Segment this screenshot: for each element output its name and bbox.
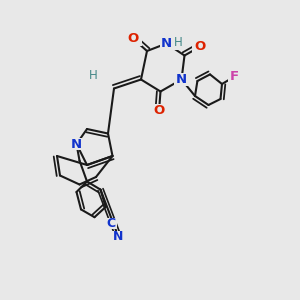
Text: N: N — [113, 230, 124, 244]
Bar — [105, 218, 117, 229]
Bar — [174, 73, 189, 86]
Text: H: H — [88, 69, 98, 82]
Bar — [151, 104, 167, 118]
Bar — [112, 231, 125, 243]
Text: H: H — [173, 36, 182, 49]
Text: C: C — [106, 217, 116, 230]
Text: N: N — [161, 37, 172, 50]
Text: O: O — [128, 32, 139, 46]
Bar — [192, 40, 208, 53]
Text: F: F — [230, 70, 239, 83]
Bar — [69, 138, 84, 150]
Text: O: O — [153, 104, 165, 118]
Bar — [87, 70, 99, 81]
Bar — [160, 37, 184, 50]
Bar — [228, 71, 241, 82]
Text: O: O — [195, 40, 206, 53]
Text: N: N — [71, 137, 82, 151]
Text: N: N — [176, 73, 187, 86]
Bar — [125, 32, 142, 46]
